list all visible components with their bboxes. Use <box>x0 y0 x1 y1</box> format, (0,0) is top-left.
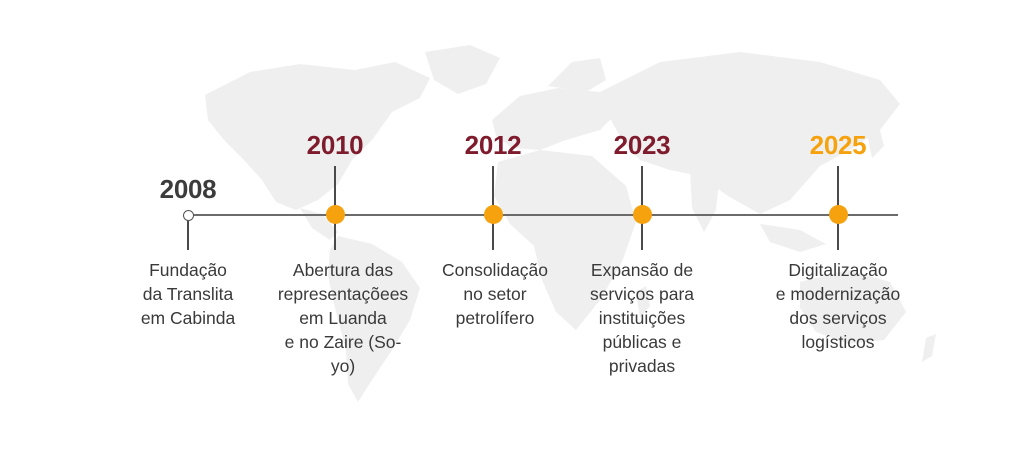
tick-down-2025 <box>837 216 839 250</box>
milestone-description-2010: Abertura das representaçõees em Luanda e… <box>277 260 409 376</box>
tick-2008 <box>187 219 189 250</box>
year-label-2008: 2008 <box>159 174 217 204</box>
year-label-2012: 2012 <box>464 130 522 160</box>
milestone-marker-2012 <box>484 205 503 224</box>
year-label-2023: 2023 <box>613 130 671 160</box>
year-label-2025: 2025 <box>809 130 867 160</box>
tick-up-2010 <box>334 166 336 214</box>
tick-down-2023 <box>641 216 643 250</box>
milestone-description-2008: Fundação da Translita em Cabinda <box>140 260 236 328</box>
tick-down-2012 <box>492 216 494 250</box>
timeline-axis <box>188 214 898 216</box>
milestone-description-2012: Consolidação no setor petrolífero <box>441 260 549 328</box>
tick-down-2010 <box>334 216 336 250</box>
milestone-description-2023: Expansão de serviços para instituições p… <box>589 260 695 376</box>
milestone-marker-2025 <box>829 205 848 224</box>
tick-up-2023 <box>641 166 643 214</box>
milestone-marker-2010 <box>326 205 345 224</box>
milestone-marker-2008 <box>183 210 194 221</box>
milestone-marker-2023 <box>633 205 652 224</box>
tick-up-2025 <box>837 166 839 214</box>
milestone-description-2025: Digitalização e modernização dos serviço… <box>775 260 901 352</box>
year-label-2010: 2010 <box>306 130 364 160</box>
tick-up-2012 <box>492 166 494 214</box>
